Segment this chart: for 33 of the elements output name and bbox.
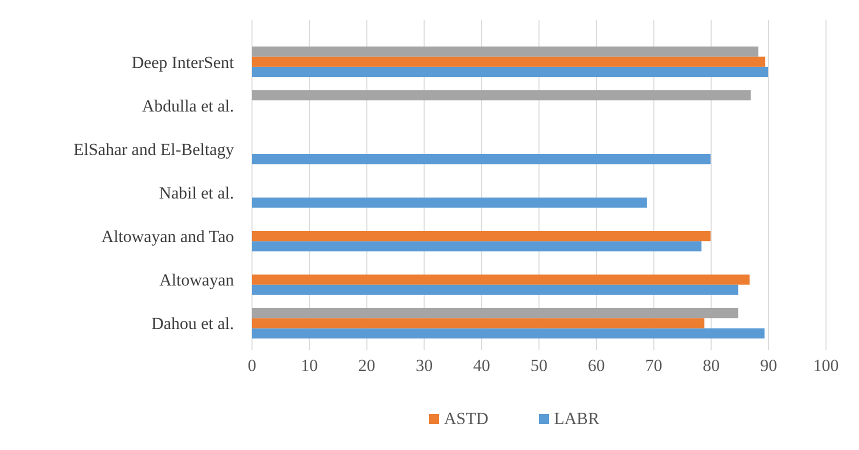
y-tick-label: Deep InterSent [132,52,234,72]
x-tick-label: 60 [588,356,605,375]
bar [252,328,765,338]
legend-label: ASTD [444,409,488,428]
x-tick-label: 90 [760,356,778,375]
y-tick-label: Nabil et al. [158,184,234,202]
bar [252,284,738,295]
bar [252,154,711,164]
x-tick-label: 70 [645,356,662,375]
x-tick-label: 40 [473,356,490,375]
x-tick-label: 20 [358,356,376,375]
y-tick-label: Dahou et al. [151,314,234,334]
bar [252,198,647,208]
x-tick-label: 80 [702,356,720,375]
y-tick-label: Abdulla et al. [142,96,234,116]
x-tick-label: 50 [530,356,548,375]
x-tick-label: 30 [416,356,433,375]
y-tick-label: Altowayan and Tao [101,227,234,246]
bar [252,274,750,285]
x-tick-label: 100 [813,356,839,375]
bar [252,90,751,100]
bar [252,308,738,318]
bar [252,46,758,57]
x-tick-label: 0 [248,356,256,375]
legend-label: LABR [554,409,600,428]
y-tick-label: ElSahar and El-Beltagy [73,140,234,159]
x-tick-label: 10 [300,356,318,375]
bar [252,318,704,328]
bar [252,230,711,242]
bar [252,66,768,78]
y-tick-label: Altowayan [159,270,234,290]
bar [252,56,766,67]
bar [252,241,702,252]
